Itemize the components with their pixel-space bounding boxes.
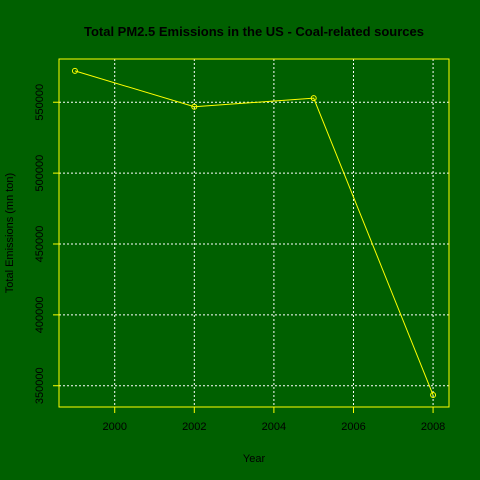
y-tick-label: 350000 — [34, 367, 46, 404]
y-tick-label: 400000 — [34, 297, 46, 334]
series-line — [74, 70, 434, 396]
chart-title: Total PM2.5 Emissions in the US - Coal-r… — [84, 24, 424, 39]
x-tick-label: 2004 — [262, 421, 286, 433]
data-point — [430, 392, 437, 399]
x-tick-label: 2006 — [341, 421, 365, 433]
data-point — [310, 95, 317, 102]
x-tick-label: 2008 — [421, 421, 445, 433]
plot-frame — [58, 58, 450, 408]
y-tick-label: 550000 — [34, 84, 46, 121]
y-axis-label: Total Emissions (mn ton) — [4, 173, 16, 293]
data-point — [71, 67, 78, 74]
ticks: 2000 2002 2004 2006 2008 350000 400000 450000 50… — [34, 84, 445, 433]
grid — [59, 59, 449, 407]
y-tick-label: 450000 — [34, 226, 46, 263]
data-point — [191, 103, 198, 110]
y-tick-label: 500000 — [34, 155, 46, 192]
x-tick-label: 2000 — [102, 421, 126, 433]
x-axis-label: Year — [243, 453, 266, 465]
x-tick-label: 2002 — [182, 421, 206, 433]
series-layer — [71, 67, 437, 399]
